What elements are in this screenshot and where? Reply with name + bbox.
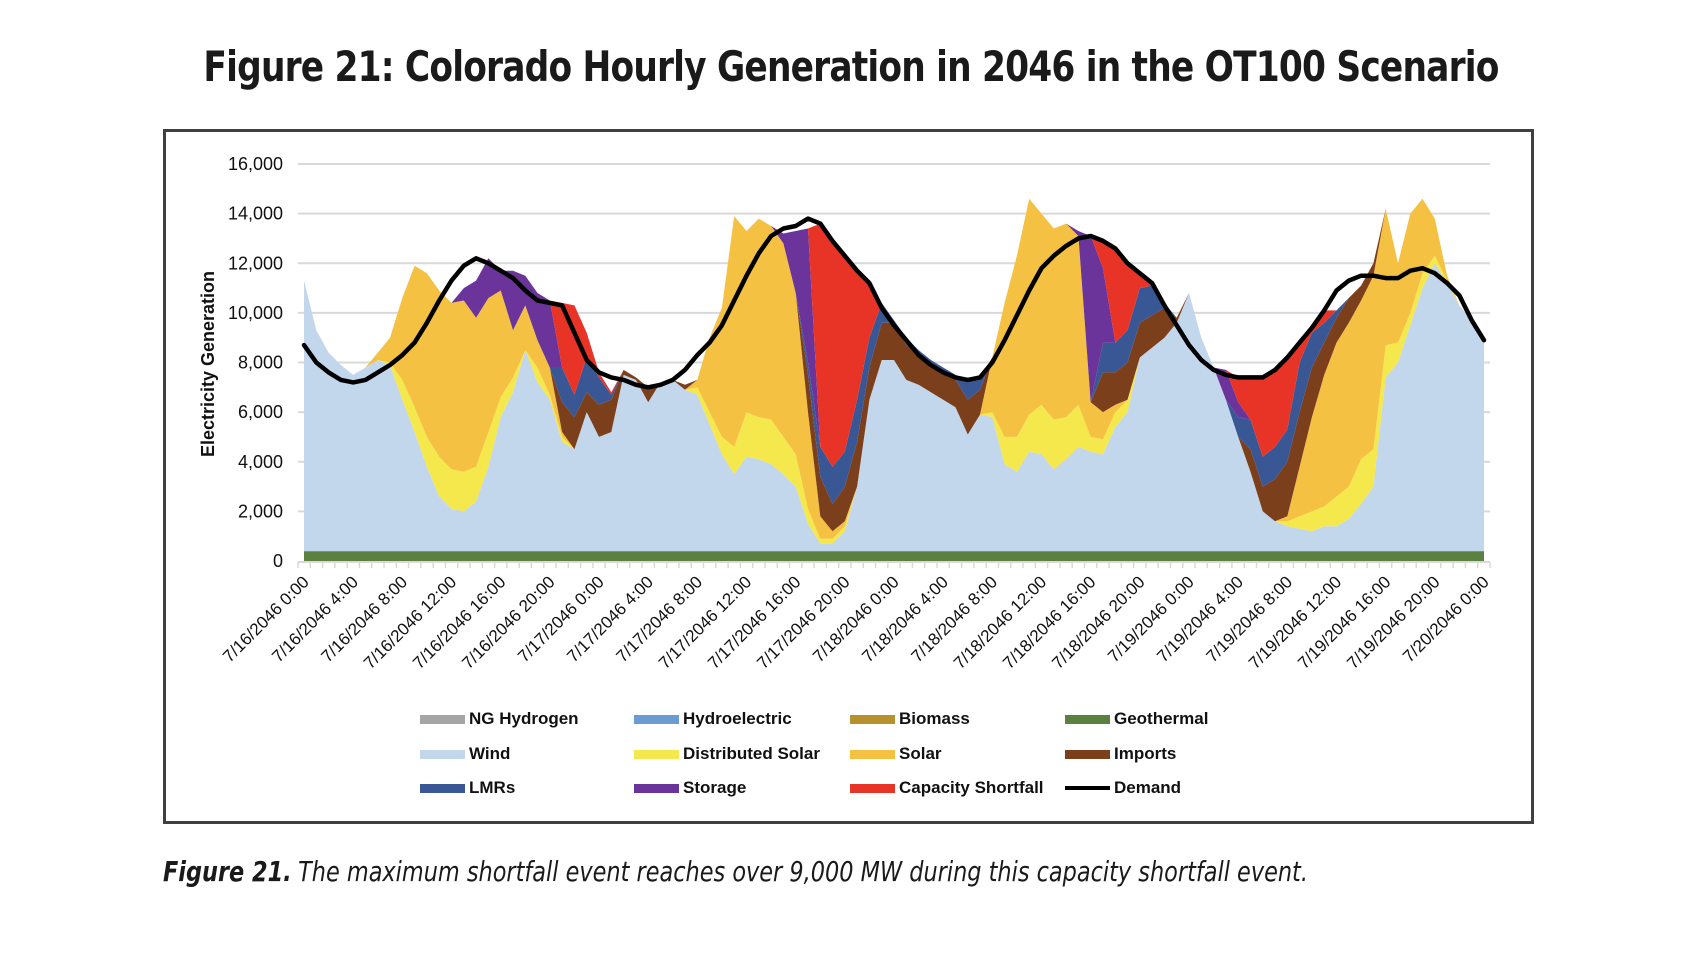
- x-tick-label: 7/18/2046 4:00: [858, 572, 952, 666]
- x-tick-label: 7/20/2046 0:00: [1399, 572, 1493, 666]
- caption-label: Figure 21.: [163, 855, 292, 888]
- legend-swatch: [1065, 714, 1110, 724]
- chart-frame: [163, 129, 1534, 824]
- y-tick-label: 0: [273, 551, 283, 571]
- y-tick-label: 14,000: [228, 204, 283, 224]
- legend-swatch: [1065, 786, 1110, 790]
- legend-label: Solar: [899, 744, 942, 763]
- legend-item-storage: Storage: [634, 778, 746, 798]
- legend-item-ng-hydrogen: NG Hydrogen: [420, 709, 579, 729]
- x-tick-label: 7/18/2046 8:00: [908, 572, 1002, 666]
- legend-swatch: [850, 714, 895, 724]
- y-tick-labels: 0 2,000 4,000 6,000 8,000 10,000 12,000 14,000 1…: [228, 154, 283, 571]
- x-tick-label: 7/19/2046 0:00: [1104, 572, 1198, 666]
- x-tick-label: 7/16/2046 0:00: [219, 572, 313, 666]
- legend-item-distributed-solar: Distributed Solar: [634, 744, 820, 764]
- legend-label: Wind: [469, 744, 511, 763]
- legend-item-imports: Imports: [1065, 744, 1176, 764]
- y-tick-label: 12,000: [228, 253, 283, 273]
- x-tick-label: 7/16/2046 4:00: [268, 572, 362, 666]
- area-wind: [304, 263, 1484, 552]
- area-solar: [304, 198, 1484, 539]
- legend-label: LMRs: [469, 778, 516, 797]
- stacked-areas: [301, 198, 1487, 561]
- x-tick-labels: 7/16/2046 0:007/16/2046 4:007/16/2046 8:…: [219, 572, 1493, 672]
- legend-label: Capacity Shortfall: [899, 778, 1044, 797]
- legend-swatch: [634, 749, 679, 759]
- legend-item-demand: Demand: [1065, 778, 1181, 798]
- x-tick-label: 7/17/2046 0:00: [514, 572, 608, 666]
- legend-item-solar: Solar: [850, 744, 942, 764]
- legend-item-capacity-shortfall: Capacity Shortfall: [850, 778, 1044, 798]
- legend-swatch: [634, 783, 679, 793]
- x-tick-label: 7/17/2046 8:00: [613, 572, 707, 666]
- legend-swatch: [634, 714, 679, 724]
- area-storage: [304, 198, 1484, 467]
- x-tick-label: 7/16/2046 8:00: [318, 572, 412, 666]
- legend-swatch: [420, 749, 465, 759]
- caption-text: The maximum shortfall event reaches over…: [298, 855, 1308, 888]
- x-tick-label: 7/17/2046 4:00: [563, 572, 657, 666]
- legend-label: Geothermal: [1114, 709, 1209, 728]
- legend-item-hydroelectric: Hydroelectric: [634, 709, 792, 729]
- legend-label: Hydroelectric: [683, 709, 792, 728]
- legend-swatch: [420, 783, 465, 793]
- y-tick-label: 10,000: [228, 303, 283, 323]
- x-tick-label: 7/19/2046 8:00: [1203, 572, 1297, 666]
- y-axis-label: Electricity Generation: [198, 271, 218, 457]
- y-tick-label: 6,000: [238, 402, 283, 422]
- x-tick-label: 7/18/2046 0:00: [809, 572, 903, 666]
- legend-swatch: [1065, 749, 1110, 759]
- demand-line: [301, 216, 1487, 390]
- area-geothermal: [304, 551, 1484, 561]
- legend-item-geothermal: Geothermal: [1065, 709, 1208, 729]
- x-tick-label: 7/19/2046 4:00: [1153, 572, 1247, 666]
- legend-item-biomass: Biomass: [850, 709, 970, 729]
- figure-title: Figure 21: Colorado Hourly Generation in…: [203, 42, 1499, 91]
- legend-item-lmrs: LMRs: [420, 778, 515, 798]
- legend-label: Demand: [1114, 778, 1182, 797]
- y-tick-label: 4,000: [238, 452, 283, 472]
- legend-swatch: [420, 714, 465, 724]
- legend-label: NG Hydrogen: [469, 709, 579, 728]
- legend-swatch: [850, 783, 895, 793]
- legend-swatch: [850, 749, 895, 759]
- y-tick-label: 16,000: [228, 154, 283, 174]
- legend-label: Distributed Solar: [683, 744, 820, 763]
- y-tick-label: 8,000: [238, 353, 283, 373]
- figure-caption: Figure 21. The maximum shortfall event re…: [163, 855, 1308, 888]
- legend-label: Storage: [683, 778, 747, 797]
- x-axis: [297, 561, 1491, 568]
- y-tick-label: 2,000: [238, 501, 283, 521]
- legend-label: Imports: [1114, 744, 1177, 763]
- legend-label: Biomass: [899, 709, 970, 728]
- legend-item-wind: Wind: [420, 744, 510, 764]
